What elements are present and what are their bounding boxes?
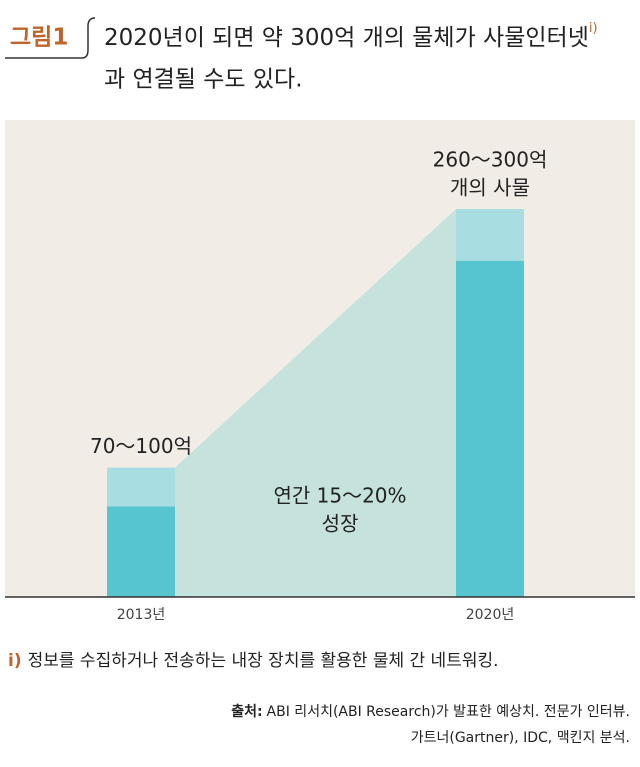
- footnote: i) 정보를 수집하거나 전송하는 내장 장치를 활용한 물체 간 네트워킹.: [8, 651, 499, 671]
- header-bracket: [5, 17, 96, 59]
- value-label: 70～100억: [90, 434, 192, 458]
- value-label: 260～300억: [433, 148, 548, 172]
- growth-area: [175, 209, 456, 597]
- figure-label: 그림1: [10, 25, 68, 51]
- bar-range: [456, 209, 524, 261]
- bar-low: [107, 506, 175, 597]
- title-note-mark: i): [589, 21, 598, 36]
- value-label: 개의 사물: [450, 176, 530, 200]
- x-tick-label: 2013년: [117, 607, 166, 623]
- x-tick-label: 2020년: [466, 607, 515, 623]
- source-label: 출처:: [231, 703, 262, 720]
- footnote-text: 정보를 수집하거나 전송하는 내장 장치를 활용한 물체 간 네트워킹.: [28, 651, 499, 671]
- source-line: 가트너(Gartner), IDC, 맥킨지 분석.: [411, 730, 630, 746]
- bar-low: [456, 260, 524, 597]
- chart-title-cont: 과 연결될 수도 있다.: [104, 67, 303, 93]
- annotation: 연간 15～20%: [273, 484, 406, 508]
- title-text: 2020년이 되면 약 300억 개의 물체가 사물인터넷: [104, 25, 589, 51]
- source-line: ABI 리서치(ABI Research)가 발표한 예상치. 전문가 인터뷰.: [267, 704, 630, 720]
- footnote-mark: i): [8, 651, 22, 671]
- source: 출처: ABI 리서치(ABI Research)가 발표한 예상치. 전문가 인…: [231, 703, 630, 720]
- chart-title: 2020년이 되면 약 300억 개의 물체가 사물인터넷i): [104, 21, 598, 51]
- bar-range: [107, 467, 175, 507]
- annotation: 성장: [322, 512, 359, 536]
